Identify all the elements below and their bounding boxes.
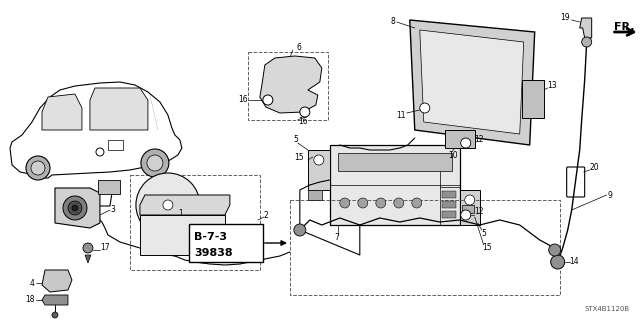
Text: 3: 3 xyxy=(110,205,115,214)
Text: 20: 20 xyxy=(589,164,599,173)
Bar xyxy=(308,150,330,190)
Bar xyxy=(290,200,560,295)
Circle shape xyxy=(340,198,350,208)
Polygon shape xyxy=(140,195,230,215)
Polygon shape xyxy=(90,88,148,130)
Circle shape xyxy=(163,200,173,210)
Text: 15: 15 xyxy=(294,153,303,162)
Bar xyxy=(442,211,456,218)
Bar xyxy=(522,80,544,118)
Bar xyxy=(460,190,480,225)
Bar xyxy=(445,130,475,148)
Circle shape xyxy=(72,205,78,211)
Bar xyxy=(248,52,328,120)
Circle shape xyxy=(394,198,404,208)
Circle shape xyxy=(26,156,50,180)
Bar xyxy=(98,180,120,194)
Circle shape xyxy=(461,210,471,220)
Circle shape xyxy=(300,107,310,117)
Circle shape xyxy=(358,198,368,208)
Bar xyxy=(338,153,452,171)
Text: 14: 14 xyxy=(570,257,579,266)
Circle shape xyxy=(294,224,306,236)
Text: 12: 12 xyxy=(474,136,483,145)
Text: 18: 18 xyxy=(26,295,35,305)
Text: 15: 15 xyxy=(482,242,492,251)
Polygon shape xyxy=(42,295,68,305)
Text: 10: 10 xyxy=(448,151,458,160)
Bar xyxy=(461,205,474,213)
Circle shape xyxy=(96,148,104,156)
Circle shape xyxy=(68,201,82,215)
Polygon shape xyxy=(580,18,591,38)
Polygon shape xyxy=(42,94,82,130)
Polygon shape xyxy=(140,215,225,255)
Circle shape xyxy=(63,196,87,220)
Circle shape xyxy=(461,138,471,148)
Polygon shape xyxy=(42,270,72,292)
Bar xyxy=(308,190,322,200)
Text: B-7-3: B-7-3 xyxy=(194,232,227,242)
Bar xyxy=(130,175,260,270)
Polygon shape xyxy=(420,30,524,134)
Text: 12: 12 xyxy=(474,207,483,217)
Text: 7: 7 xyxy=(335,233,340,241)
Circle shape xyxy=(52,312,58,318)
Text: 8: 8 xyxy=(390,18,395,26)
Circle shape xyxy=(420,103,430,113)
Circle shape xyxy=(83,243,93,253)
Text: 11: 11 xyxy=(396,110,406,120)
Text: FR.: FR. xyxy=(614,22,634,32)
Circle shape xyxy=(412,198,422,208)
Polygon shape xyxy=(10,82,182,178)
Text: 1: 1 xyxy=(178,209,182,218)
Text: 13: 13 xyxy=(548,80,557,90)
Text: STX4B1120B: STX4B1120B xyxy=(584,306,630,312)
Bar xyxy=(442,201,456,208)
Circle shape xyxy=(141,149,169,177)
Circle shape xyxy=(31,161,45,175)
Bar xyxy=(108,140,123,150)
Text: 5: 5 xyxy=(482,228,486,238)
Circle shape xyxy=(136,173,200,237)
Bar xyxy=(442,191,456,198)
Circle shape xyxy=(465,195,475,205)
Circle shape xyxy=(582,37,591,47)
Circle shape xyxy=(263,95,273,105)
FancyBboxPatch shape xyxy=(189,224,263,262)
Circle shape xyxy=(376,198,386,208)
Text: 19: 19 xyxy=(560,13,570,23)
Text: 6: 6 xyxy=(297,42,301,51)
Polygon shape xyxy=(410,20,534,145)
Text: 4: 4 xyxy=(30,278,35,287)
Circle shape xyxy=(548,244,561,256)
Circle shape xyxy=(314,155,324,165)
Circle shape xyxy=(147,155,163,171)
Circle shape xyxy=(550,255,564,269)
Text: 9: 9 xyxy=(607,190,612,199)
Text: 39838: 39838 xyxy=(194,248,232,258)
Text: 5: 5 xyxy=(294,136,299,145)
Polygon shape xyxy=(55,188,100,228)
Polygon shape xyxy=(260,56,322,113)
Polygon shape xyxy=(85,255,91,263)
Text: 16: 16 xyxy=(298,117,307,127)
Text: 2: 2 xyxy=(264,211,269,219)
Text: 17: 17 xyxy=(100,243,109,253)
Bar xyxy=(330,145,460,225)
Text: 16: 16 xyxy=(238,95,248,105)
